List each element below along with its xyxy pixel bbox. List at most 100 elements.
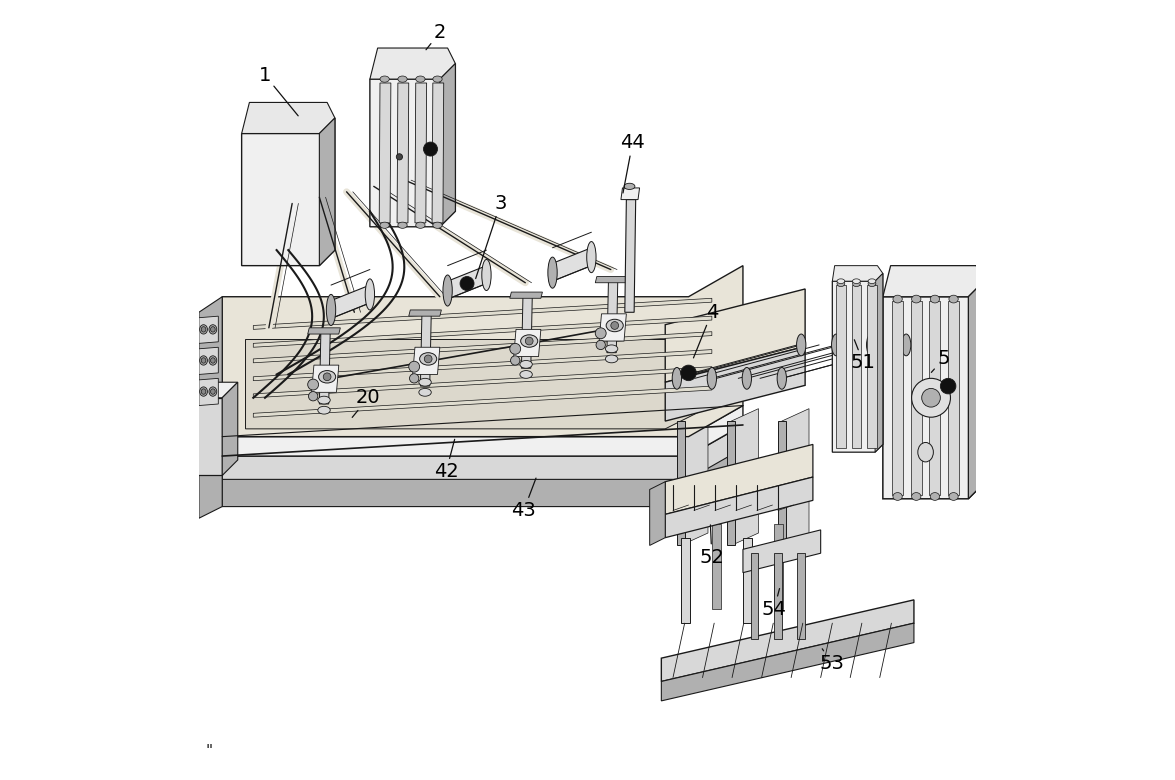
Ellipse shape [868,279,875,283]
Ellipse shape [918,442,933,462]
Polygon shape [192,382,237,398]
Ellipse shape [837,279,845,283]
Polygon shape [199,316,219,343]
Polygon shape [254,386,712,417]
Circle shape [912,378,951,417]
Ellipse shape [209,324,216,334]
Ellipse shape [317,396,330,404]
Polygon shape [712,523,721,609]
Polygon shape [892,300,904,495]
Ellipse shape [482,260,491,290]
Ellipse shape [201,358,206,363]
Polygon shape [370,48,456,79]
Polygon shape [415,83,427,223]
Polygon shape [743,537,752,623]
Circle shape [323,373,331,381]
Ellipse shape [432,76,442,82]
Ellipse shape [201,327,206,332]
Polygon shape [620,188,639,200]
Polygon shape [222,382,237,476]
Text: 42: 42 [434,439,458,481]
Text: 3: 3 [476,194,506,278]
Ellipse shape [912,493,921,500]
Polygon shape [867,285,877,448]
Polygon shape [599,314,626,341]
Ellipse shape [318,370,336,383]
Polygon shape [320,118,335,266]
Ellipse shape [210,327,215,332]
Polygon shape [607,279,618,353]
Text: 2: 2 [427,23,446,50]
Ellipse shape [743,367,752,389]
Circle shape [461,277,474,290]
Text: 51: 51 [851,340,875,372]
Ellipse shape [605,345,618,353]
Polygon shape [852,285,861,448]
Polygon shape [625,200,636,312]
Polygon shape [254,316,712,347]
Polygon shape [665,445,813,514]
Polygon shape [254,298,712,329]
Polygon shape [513,329,540,356]
Ellipse shape [419,353,437,365]
Polygon shape [665,477,813,537]
Ellipse shape [606,319,623,332]
Polygon shape [680,537,690,623]
Ellipse shape [201,389,206,394]
Polygon shape [677,421,685,545]
Circle shape [525,337,533,345]
Circle shape [423,142,437,156]
Polygon shape [774,523,784,609]
Polygon shape [222,425,743,488]
Ellipse shape [853,281,860,286]
Circle shape [611,321,618,329]
Ellipse shape [200,356,208,365]
Polygon shape [662,600,914,682]
Polygon shape [665,346,805,421]
Polygon shape [370,63,456,227]
Ellipse shape [893,295,902,303]
Ellipse shape [605,355,618,363]
Ellipse shape [931,295,940,303]
Ellipse shape [209,387,216,396]
Polygon shape [743,530,820,573]
Circle shape [511,356,519,365]
Polygon shape [199,296,222,452]
Text: 54: 54 [761,589,786,619]
Ellipse shape [624,183,635,190]
Circle shape [510,343,521,354]
Circle shape [409,361,419,372]
Polygon shape [882,281,983,499]
Polygon shape [409,310,442,316]
Polygon shape [192,398,222,476]
Ellipse shape [418,388,431,396]
Text: 44: 44 [620,133,645,193]
Ellipse shape [200,324,208,334]
Polygon shape [837,285,846,448]
Polygon shape [929,300,940,495]
Ellipse shape [912,295,921,303]
Polygon shape [552,248,591,281]
Polygon shape [254,332,712,363]
Polygon shape [680,409,709,545]
Circle shape [596,328,606,339]
Ellipse shape [832,334,841,356]
Polygon shape [968,281,983,499]
Ellipse shape [416,222,425,229]
Polygon shape [650,482,665,545]
Circle shape [309,392,317,401]
Polygon shape [798,553,805,639]
Text: 53: 53 [820,649,845,673]
Ellipse shape [931,493,940,500]
Text: 20: 20 [352,388,381,417]
Polygon shape [199,347,219,374]
Ellipse shape [949,493,959,500]
Text: 4: 4 [693,303,718,358]
Polygon shape [778,421,786,545]
Polygon shape [510,292,543,298]
Polygon shape [412,347,439,374]
Ellipse shape [398,222,408,229]
Ellipse shape [853,279,860,283]
Polygon shape [439,63,456,227]
Polygon shape [911,300,921,495]
